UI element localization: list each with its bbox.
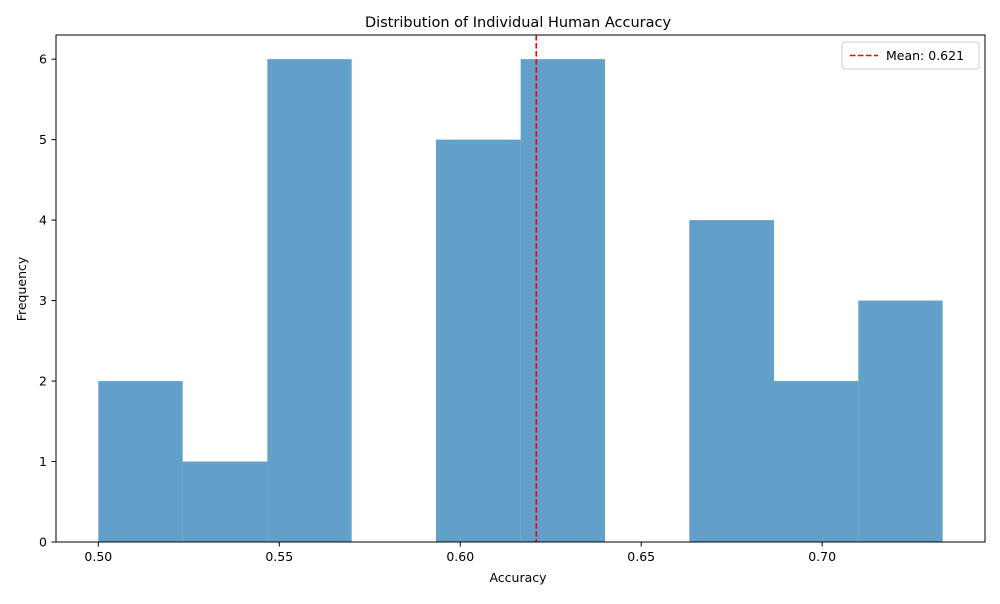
histogram-bar xyxy=(267,59,352,543)
histogram-bar xyxy=(182,461,268,542)
histogram-bar xyxy=(774,381,859,542)
y-tick-label: 0 xyxy=(39,535,47,550)
y-tick-label: 3 xyxy=(39,293,47,308)
histogram-bar xyxy=(689,220,775,542)
x-tick-label: 0.50 xyxy=(84,549,112,564)
histogram-bar xyxy=(858,300,943,542)
legend: Mean: 0.621 xyxy=(841,41,980,70)
x-tick-label: 0.65 xyxy=(627,549,655,564)
x-axis-label: Accuracy xyxy=(489,570,547,585)
histogram-bar xyxy=(520,59,606,543)
chart-title: Distribution of Individual Human Accurac… xyxy=(365,15,672,31)
y-axis-label: Frequency xyxy=(14,256,29,321)
x-tick-label: 0.60 xyxy=(446,549,474,564)
y-tick-label: 6 xyxy=(39,52,47,67)
y-tick-label: 4 xyxy=(39,213,47,228)
y-tick-label: 2 xyxy=(39,374,47,389)
x-tick-label: 0.70 xyxy=(808,549,836,564)
histogram-bar xyxy=(435,139,521,542)
y-tick-label: 5 xyxy=(39,132,47,147)
axes-layer: 0.50 0.55 0.60 0.65 0.70 0 1 2 3 4 5 6 xyxy=(39,34,986,564)
plot-frame xyxy=(55,34,986,543)
x-tick-label: 0.55 xyxy=(265,549,293,564)
histogram-bar xyxy=(98,381,183,542)
y-tick-label: 1 xyxy=(39,454,47,469)
legend-frame xyxy=(841,41,980,70)
legend-mean-label: Mean: 0.621 xyxy=(886,48,964,63)
bars-layer xyxy=(98,59,943,543)
